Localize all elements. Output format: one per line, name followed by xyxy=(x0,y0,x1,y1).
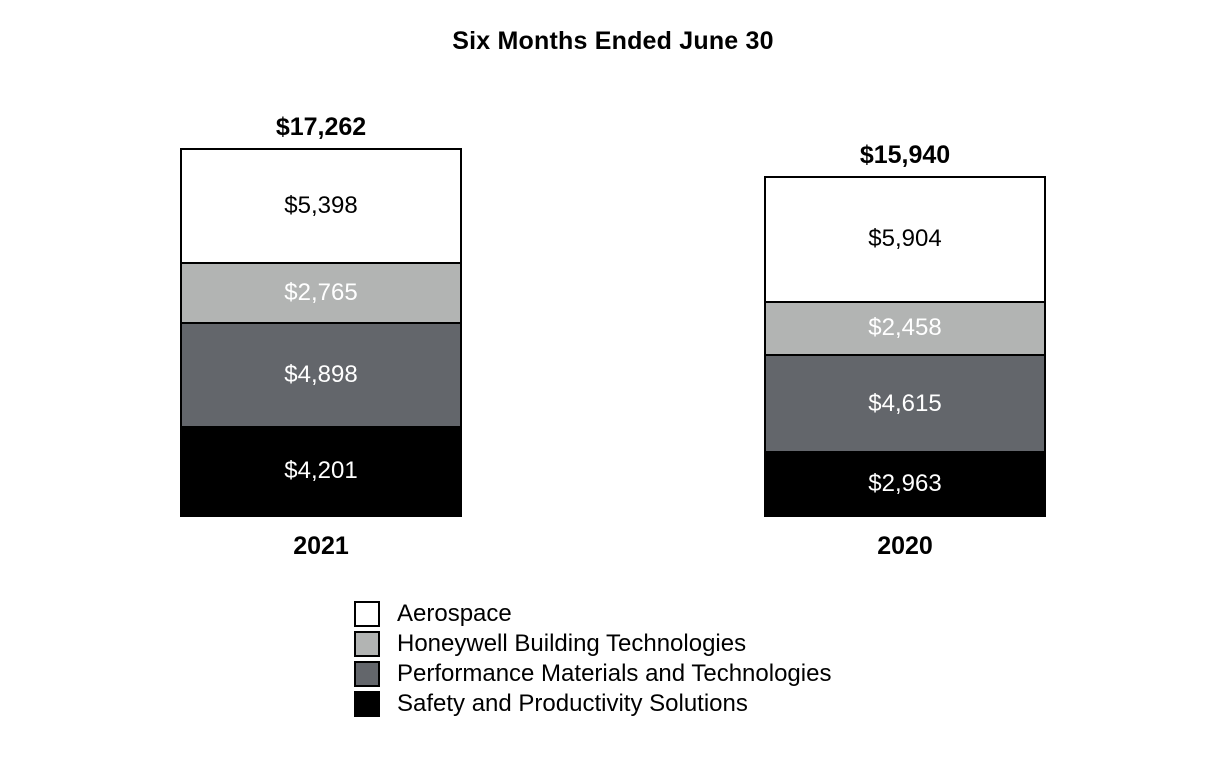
legend-swatch-icon xyxy=(354,691,380,717)
bar-segment: $5,398 xyxy=(182,150,460,265)
chart-title: Six Months Ended June 30 xyxy=(452,27,774,55)
legend-swatch-icon xyxy=(354,601,380,627)
bar-segment: $4,898 xyxy=(182,323,460,428)
segment-value-label: $4,615 xyxy=(868,389,942,417)
segment-value-label: $4,898 xyxy=(284,360,358,388)
stacked-bar: $5,398 $2,765 $4,898 $4,201 xyxy=(180,148,462,517)
segment-value-label: $4,201 xyxy=(284,457,358,485)
bar-group: $17,262 $5,398 $2,765 $4,898 $4,201 2021 xyxy=(180,113,462,560)
bar-segment: $2,458 xyxy=(766,302,1044,356)
legend-row: Aerospace xyxy=(354,599,831,629)
stacked-bar: $5,904 $2,458 $4,615 $2,963 xyxy=(764,176,1046,517)
bar-segment: $4,201 xyxy=(182,427,460,515)
segment-value-label: $5,398 xyxy=(284,192,358,220)
legend-swatch-icon xyxy=(354,661,380,687)
segment-value-label: $5,904 xyxy=(868,225,942,253)
bar-group: $15,940 $5,904 $2,458 $4,615 $2,963 2020 xyxy=(764,141,1046,560)
legend-label: Honeywell Building Technologies xyxy=(397,630,747,657)
legend-label: Performance Materials and Technologies xyxy=(397,660,832,687)
legend-row: Safety and Productivity Solutions xyxy=(354,689,831,719)
bar-segment: $2,963 xyxy=(766,453,1044,515)
bar-segment: $4,615 xyxy=(766,355,1044,454)
legend-row: Performance Materials and Technologies xyxy=(354,659,831,689)
legend-row: Honeywell Building Technologies xyxy=(354,629,831,659)
legend-swatch-icon xyxy=(354,631,380,657)
bar-segment: $2,765 xyxy=(182,264,460,324)
category-axis-label: 2021 xyxy=(293,532,349,560)
legend-label: Aerospace xyxy=(397,600,512,627)
segment-value-label: $2,963 xyxy=(868,470,942,498)
legend: Aerospace Honeywell Building Technologies… xyxy=(354,599,831,719)
bar-total-label: $15,940 xyxy=(859,141,951,169)
category-axis-label: 2020 xyxy=(877,532,933,560)
legend-label: Safety and Productivity Solutions xyxy=(397,690,748,717)
segment-value-label: $2,765 xyxy=(284,279,358,307)
segment-value-label: $2,458 xyxy=(868,314,942,342)
bar-segment: $5,904 xyxy=(766,178,1044,303)
bar-total-label: $17,262 xyxy=(275,113,367,141)
